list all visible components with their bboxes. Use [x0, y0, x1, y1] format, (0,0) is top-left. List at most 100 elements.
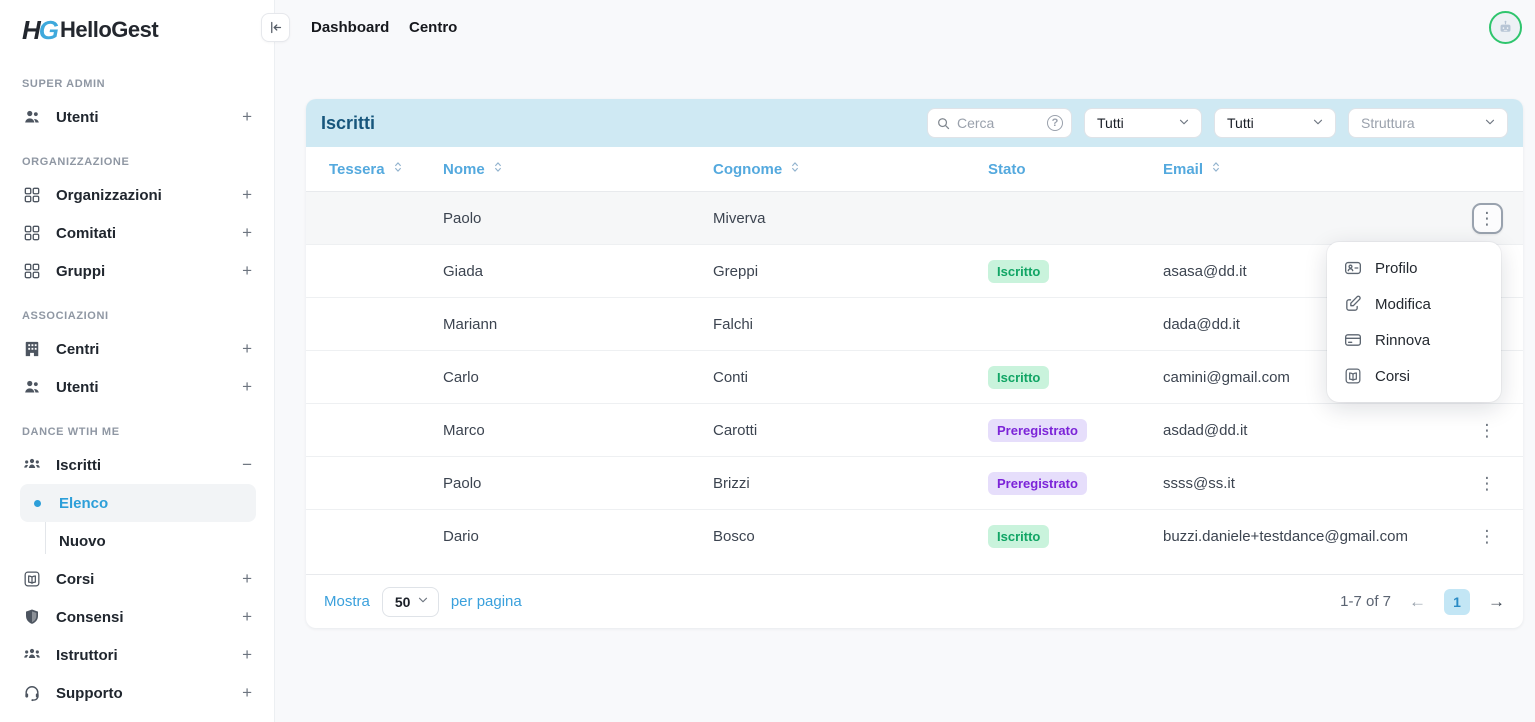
iscritti-submenu: Elenco Nuovo: [0, 484, 274, 560]
sidebar-item-comitati[interactable]: Comitati +: [0, 214, 274, 252]
sort-icon[interactable]: [391, 160, 405, 178]
id-card-icon: [1343, 258, 1363, 278]
topbar-link-dashboard[interactable]: Dashboard: [311, 19, 389, 36]
topbar-link-centro[interactable]: Centro: [409, 19, 457, 36]
group-icon: [22, 645, 42, 665]
sidebar-item-supporto[interactable]: Supporto +: [0, 674, 274, 712]
users-icon: [22, 377, 42, 397]
table-row[interactable]: Marco Carotti Preregistrato asdad@dd.it …: [306, 404, 1523, 457]
sidebar-item-istruttori[interactable]: Istruttori +: [0, 636, 274, 674]
row-context-menu: Profilo Modifica Rinnova Corsi: [1327, 242, 1501, 402]
headset-icon: [22, 683, 42, 703]
sidebar-item-consensi[interactable]: Consensi +: [0, 598, 274, 636]
sidebar-section-dance-with-me: DANCE WTIH ME: [22, 426, 252, 438]
shield-icon: [22, 607, 42, 627]
table-row[interactable]: Dario Bosco Iscritto buzzi.daniele+testd…: [306, 510, 1523, 563]
table-header-row: Tessera Nome Cognome Stato Email: [306, 147, 1523, 192]
grid-icon: [22, 185, 42, 205]
sidebar-item-corsi[interactable]: Corsi +: [0, 560, 274, 598]
robot-icon: [1497, 19, 1514, 36]
per-pagina-label: per pagina: [451, 593, 522, 610]
row-actions-button[interactable]: ⋮: [1479, 528, 1496, 545]
sidebar-collapse-button[interactable]: [261, 13, 290, 42]
context-menu-item-profilo[interactable]: Profilo: [1327, 250, 1501, 286]
column-header-tessera[interactable]: Tessera: [329, 160, 443, 178]
chevron-down-icon: [1483, 115, 1497, 132]
sidebar-item-centri[interactable]: Centri +: [0, 330, 274, 368]
collapse-minus-icon[interactable]: −: [242, 455, 252, 475]
expand-plus-icon[interactable]: +: [242, 683, 252, 703]
sidebar-subitem-nuovo[interactable]: Nuovo: [20, 522, 256, 560]
expand-plus-icon[interactable]: +: [242, 339, 252, 359]
book-icon: [22, 569, 42, 589]
group-icon: [22, 455, 42, 475]
row-actions-button[interactable]: ⋮: [1479, 475, 1496, 492]
sort-icon[interactable]: [491, 160, 505, 178]
expand-plus-icon[interactable]: +: [242, 261, 252, 281]
credit-card-icon: [1343, 330, 1363, 350]
status-badge: Iscritto: [988, 525, 1049, 548]
sidebar-item-utenti-associazioni[interactable]: Utenti +: [0, 368, 274, 406]
prev-page-arrow-icon[interactable]: ←: [1409, 592, 1426, 612]
book-icon: [1343, 366, 1363, 386]
page-title: Iscritti: [321, 113, 375, 134]
expand-plus-icon[interactable]: +: [242, 223, 252, 243]
filter-select-2[interactable]: Tutti: [1214, 108, 1336, 138]
users-icon: [22, 107, 42, 127]
status-badge: Preregistrato: [988, 419, 1087, 442]
active-bullet-icon: [34, 500, 41, 507]
edit-icon: [1343, 294, 1363, 314]
filter-select-1[interactable]: Tutti: [1084, 108, 1202, 138]
row-actions-button[interactable]: ⋮: [1472, 203, 1503, 234]
column-header-stato[interactable]: Stato: [988, 161, 1163, 178]
sidebar: HG HelloGest SUPER ADMIN Utenti + ORGANI…: [0, 0, 275, 722]
status-badge: Iscritto: [988, 260, 1049, 283]
bullet-icon: [34, 538, 41, 545]
context-menu-item-modifica[interactable]: Modifica: [1327, 286, 1501, 322]
table-row[interactable]: Paolo Miverva ⋮: [306, 192, 1523, 245]
row-actions-button[interactable]: ⋮: [1479, 422, 1496, 439]
chevron-down-icon: [1177, 115, 1191, 132]
sidebar-section-super-admin: SUPER ADMIN: [22, 78, 252, 90]
column-header-nome[interactable]: Nome: [443, 160, 713, 178]
status-badge: Preregistrato: [988, 472, 1087, 495]
collapse-left-icon: [268, 20, 283, 35]
search-box[interactable]: ?: [927, 108, 1072, 138]
sort-icon[interactable]: [788, 160, 802, 178]
kebab-icon: ⋮: [1479, 210, 1496, 227]
help-icon[interactable]: ?: [1047, 115, 1063, 131]
table-row[interactable]: Paolo Brizzi Preregistrato ssss@ss.it ⋮: [306, 457, 1523, 510]
current-page-button[interactable]: 1: [1444, 589, 1470, 615]
card-header: Iscritti ? Tutti Tutti Struttura: [306, 99, 1523, 147]
sidebar-item-utenti-admin[interactable]: Utenti +: [0, 98, 274, 136]
filter-select-struttura[interactable]: Struttura: [1348, 108, 1508, 138]
expand-plus-icon[interactable]: +: [242, 607, 252, 627]
context-menu-item-rinnova[interactable]: Rinnova: [1327, 322, 1501, 358]
search-input[interactable]: [957, 115, 1041, 131]
pagination-footer: Mostra 50 per pagina 1-7 of 7 ← 1 →: [306, 574, 1523, 628]
expand-plus-icon[interactable]: +: [242, 107, 252, 127]
sidebar-item-gruppi[interactable]: Gruppi +: [0, 252, 274, 290]
expand-plus-icon[interactable]: +: [242, 185, 252, 205]
expand-plus-icon[interactable]: +: [242, 645, 252, 665]
grid-icon: [22, 261, 42, 281]
next-page-arrow-icon[interactable]: →: [1488, 592, 1505, 612]
column-header-cognome[interactable]: Cognome: [713, 160, 988, 178]
grid-icon: [22, 223, 42, 243]
expand-plus-icon[interactable]: +: [242, 569, 252, 589]
sidebar-item-iscritti[interactable]: Iscritti −: [0, 446, 274, 484]
assistant-avatar-button[interactable]: [1489, 11, 1522, 44]
search-icon: [936, 116, 951, 131]
logo-mark-icon: HG: [22, 15, 57, 46]
sidebar-subitem-elenco[interactable]: Elenco: [20, 484, 256, 522]
app-name: HelloGest: [60, 17, 158, 43]
column-header-email[interactable]: Email: [1163, 160, 1451, 178]
page-size-select[interactable]: 50: [382, 587, 439, 617]
building-icon: [22, 339, 42, 359]
sort-icon[interactable]: [1209, 160, 1223, 178]
context-menu-item-corsi[interactable]: Corsi: [1327, 358, 1501, 394]
expand-plus-icon[interactable]: +: [242, 377, 252, 397]
status-badge: Iscritto: [988, 366, 1049, 389]
sidebar-item-organizzazioni[interactable]: Organizzazioni +: [0, 176, 274, 214]
app-logo[interactable]: HG HelloGest: [0, 0, 274, 58]
